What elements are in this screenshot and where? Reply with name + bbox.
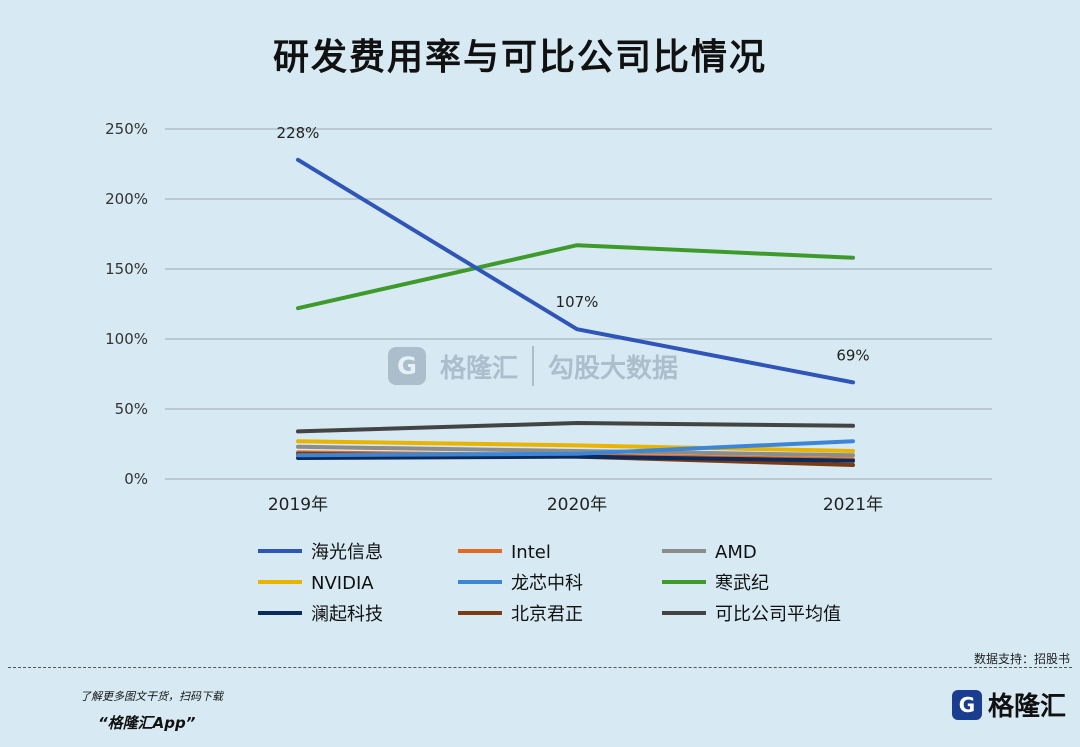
y-tick-label: 250% bbox=[105, 120, 148, 138]
series-lines bbox=[296, 157, 855, 467]
y-tick-label: 50% bbox=[115, 400, 148, 418]
y-tick-label: 150% bbox=[105, 260, 148, 278]
source-note: 数据支持：招股书 bbox=[973, 652, 1070, 666]
series-line bbox=[296, 454, 855, 463]
series-line bbox=[296, 439, 855, 458]
brand-logo-icon: G bbox=[951, 689, 982, 720]
legend-label: 寒武纪 bbox=[715, 573, 769, 594]
legend-label: 北京君正 bbox=[511, 604, 583, 625]
promo-text: 了解更多图文干货，扫码下载 bbox=[80, 690, 223, 703]
legend-label: 龙芯中科 bbox=[511, 573, 583, 594]
legend-label: NVIDIA bbox=[311, 573, 374, 594]
data-labels: 228% 107% 69% bbox=[277, 124, 870, 365]
legend-label: 澜起科技 bbox=[311, 604, 383, 625]
x-axis-ticks: 2019年 2020年 2021年 bbox=[268, 495, 883, 515]
legend-label: Intel bbox=[511, 542, 551, 563]
grid-lines bbox=[165, 128, 992, 480]
watermark-logo-icon: G bbox=[388, 347, 426, 385]
data-label: 228% bbox=[277, 124, 320, 142]
watermark-divider bbox=[532, 346, 535, 386]
legend-label: AMD bbox=[715, 542, 757, 563]
data-label: 69% bbox=[836, 346, 869, 364]
y-tick-label: 0% bbox=[124, 470, 148, 488]
brand-logo: G 格隆汇 bbox=[951, 686, 1066, 723]
data-label: 107% bbox=[556, 293, 599, 311]
watermark: G 格隆汇 勾股大数据 bbox=[388, 346, 678, 386]
x-tick-label: 2020年 bbox=[547, 495, 607, 515]
footer-divider bbox=[8, 667, 1072, 668]
x-tick-label: 2019年 bbox=[268, 495, 328, 515]
series-line bbox=[296, 157, 855, 385]
promo-app-name: “格隆汇App” bbox=[98, 714, 196, 732]
watermark-sub-brand: 勾股大数据 bbox=[548, 353, 679, 384]
series-line bbox=[296, 444, 855, 458]
y-tick-label: 100% bbox=[105, 330, 148, 348]
y-tick-label: 200% bbox=[105, 190, 148, 208]
watermark-brand: 格隆汇 bbox=[440, 353, 519, 384]
brand-name: 格隆汇 bbox=[987, 692, 1066, 722]
x-tick-label: 2021年 bbox=[823, 495, 883, 515]
series-line bbox=[296, 421, 855, 434]
series-line bbox=[296, 439, 855, 453]
legend-label: 可比公司平均值 bbox=[715, 604, 841, 625]
y-axis-ticks: 0% 50% 100% 150% 200% 250% bbox=[105, 120, 148, 488]
line-chart: 0% 50% 100% 150% 200% 250% 2019年 2020年 2021年 22… bbox=[105, 120, 992, 625]
legend-label: 海光信息 bbox=[311, 542, 383, 563]
series-line bbox=[296, 243, 855, 311]
chart-title: 研发费用率与可比公司比情况 bbox=[272, 37, 767, 78]
